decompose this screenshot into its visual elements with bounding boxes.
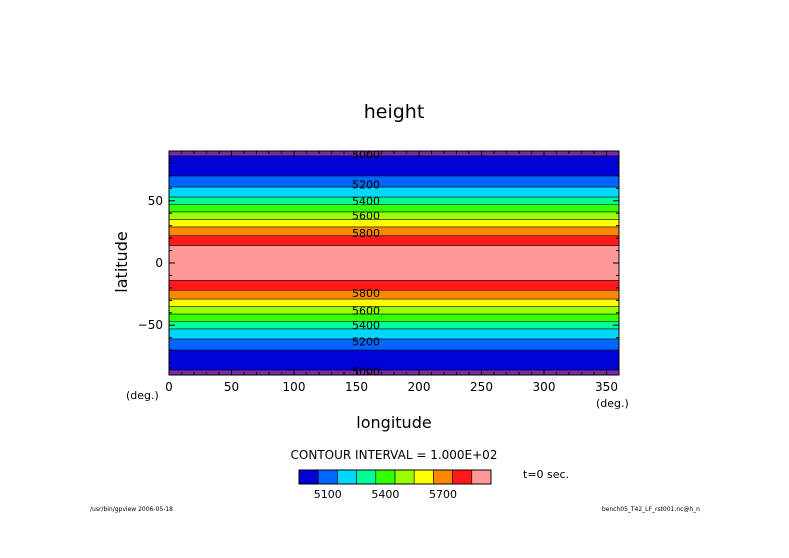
colorbar-label: 5100: [314, 488, 342, 501]
colorbar-frame: [298, 469, 492, 485]
chart-title: height: [364, 101, 425, 123]
colorbar-swatch: [394, 469, 415, 485]
svg-text:5200: 5200: [352, 179, 380, 192]
contour-band-19: [169, 155, 619, 176]
contour-label: 5600: [352, 304, 380, 317]
y-tick-label: −50: [138, 318, 163, 332]
time-label: t=0 sec.: [523, 468, 569, 481]
colorbar-label: 5700: [429, 488, 457, 501]
footer-right: bench05_T42_LF_rst001.nc@h_n: [602, 506, 700, 513]
contour-band-5: [169, 314, 619, 322]
x-tick-label: 0: [165, 380, 173, 394]
x-tick-label: 100: [283, 380, 306, 394]
svg-text:5400: 5400: [352, 319, 380, 332]
contour-band-7: [169, 299, 619, 307]
colorbar-swatch: [375, 469, 396, 485]
contour-label: 5000: [352, 149, 380, 162]
contour-band-14: [169, 211, 619, 220]
colorbar-swatch: [337, 469, 357, 485]
footer-left: /usr/bin/gpview 2006-05-18: [90, 506, 173, 513]
contour-band-9: [169, 280, 619, 291]
contour-interval-text: CONTOUR INTERVAL = 1.000E+02: [291, 448, 498, 462]
colorbar: [298, 469, 492, 485]
contour-band-4: [169, 321, 619, 329]
contour-band-6: [169, 306, 619, 315]
x-axis-label: longitude: [356, 413, 431, 432]
contour-label: 5600: [352, 210, 380, 223]
contour-band-18: [169, 175, 619, 188]
contour-band-3: [169, 328, 619, 339]
colorbar-swatch: [298, 469, 319, 485]
contour-bands: [169, 151, 619, 375]
contour-label: 5000: [352, 365, 380, 378]
contour-label: 5400: [352, 319, 380, 332]
contour-labels: 5000 5200 5400 5600 5800 5800 5600 5400 5200 5000: [352, 149, 380, 379]
y-axis-unit: (deg.): [126, 389, 159, 402]
y-tick-label: 0: [155, 256, 163, 270]
contour-label: 5200: [352, 179, 380, 192]
axis-ticks: [168, 150, 620, 376]
svg-text:5800: 5800: [352, 227, 380, 240]
x-tick-label: 250: [470, 380, 493, 394]
colorbar-label: 5400: [371, 488, 399, 501]
y-tick-labels: −50 0 50: [138, 194, 163, 332]
contour-band-1: [169, 350, 619, 371]
x-axis-unit: (deg.): [596, 397, 629, 410]
x-tick-label: 200: [408, 380, 431, 394]
contour-band-13: [169, 219, 619, 227]
colorbar-swatch: [433, 469, 453, 485]
contour-band-12: [169, 226, 619, 236]
colorbar-swatch: [452, 469, 473, 485]
contour-lines: [169, 155, 619, 371]
svg-text:5600: 5600: [352, 210, 380, 223]
x-tick-label: 50: [224, 380, 239, 394]
x-tick-label: 300: [533, 380, 556, 394]
contour-band-2: [169, 338, 619, 351]
x-tick-label: 150: [345, 380, 368, 394]
x-tick-label: 350: [595, 380, 618, 394]
contour-band-11: [169, 235, 619, 246]
x-tick-labels: 0 50 100 150 200 250 300 350: [165, 380, 618, 394]
svg-text:5200: 5200: [352, 335, 380, 348]
colorbar-swatch: [471, 469, 492, 485]
svg-text:5000: 5000: [352, 149, 380, 162]
contour-label: 5800: [352, 287, 380, 300]
colorbar-swatch: [317, 469, 338, 485]
contour-band-10: [169, 245, 619, 281]
colorbar-swatch: [356, 469, 377, 485]
contour-band-17: [169, 187, 619, 198]
contour-label: 5800: [352, 227, 380, 240]
y-tick-label: 50: [148, 194, 163, 208]
colorbar-swatch: [413, 469, 434, 485]
y-axis-label: latitude: [112, 231, 131, 292]
svg-text:5000: 5000: [352, 365, 380, 378]
contour-band-8: [169, 290, 619, 300]
svg-text:5400: 5400: [352, 195, 380, 208]
contour-band-15: [169, 204, 619, 212]
contour-label: 5400: [352, 195, 380, 208]
svg-text:5800: 5800: [352, 287, 380, 300]
contour-label: 5200: [352, 335, 380, 348]
colorbar-labels: 5100 5400 5700: [314, 488, 457, 501]
svg-text:5600: 5600: [352, 304, 380, 317]
contour-band-16: [169, 197, 619, 205]
